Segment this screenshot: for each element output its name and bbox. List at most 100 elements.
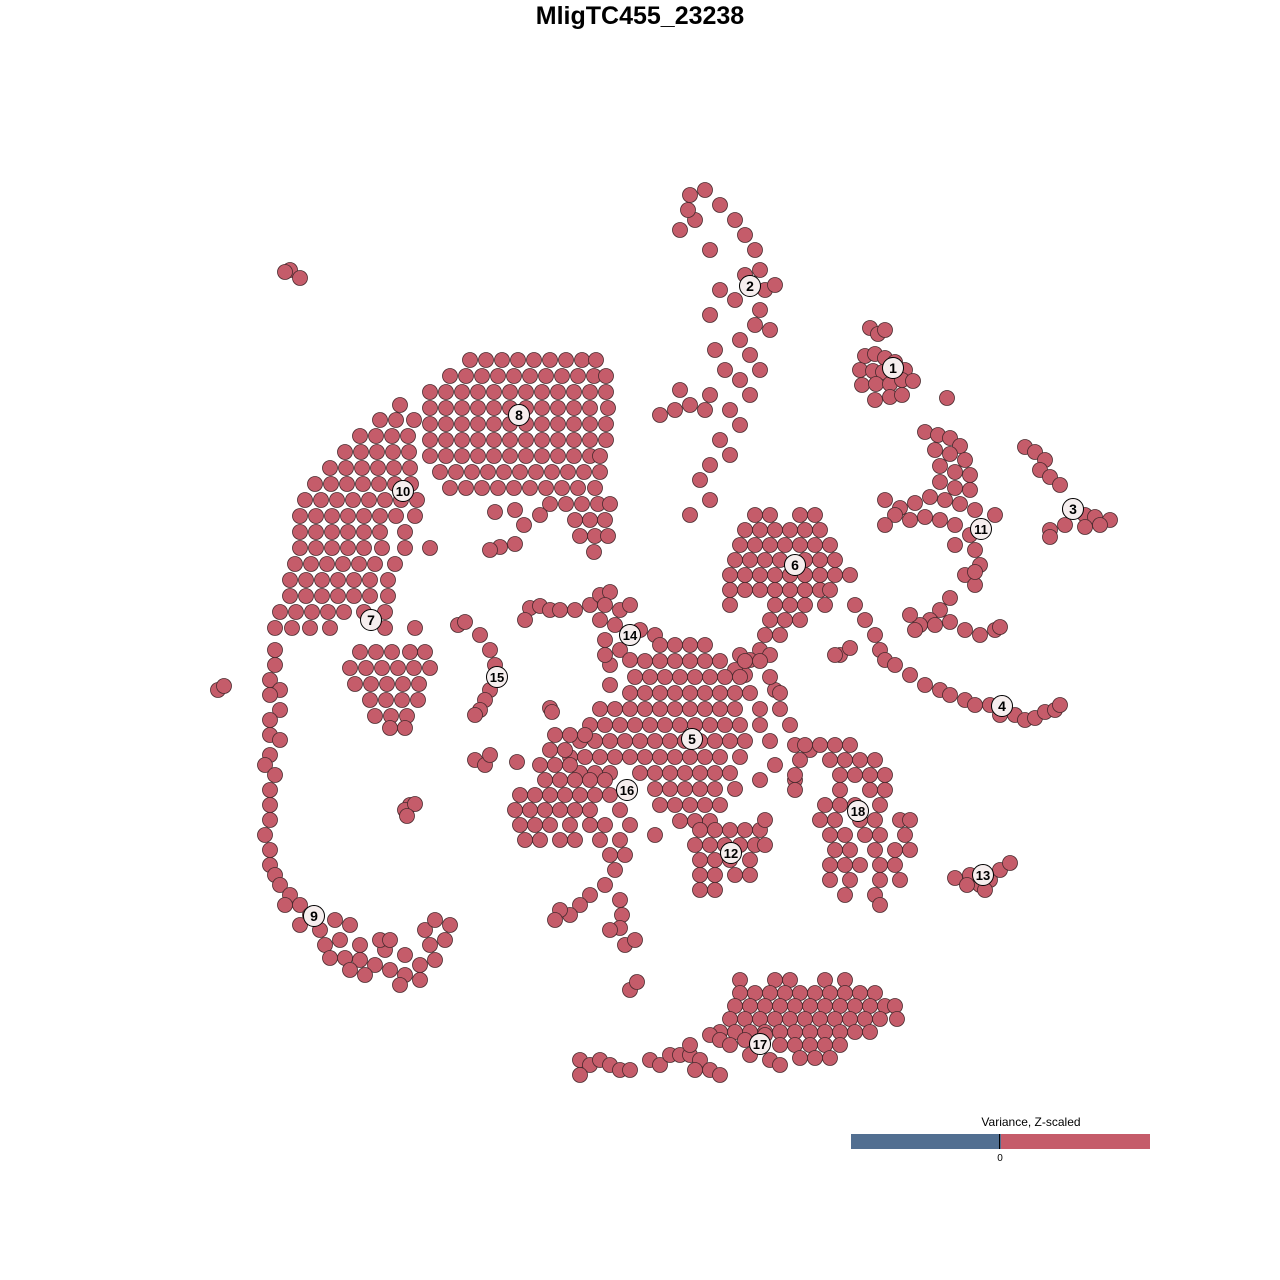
data-point	[257, 827, 273, 843]
data-point	[329, 492, 345, 508]
data-point	[572, 1067, 588, 1083]
data-point	[547, 912, 563, 928]
data-point	[388, 508, 404, 524]
data-point	[402, 644, 418, 660]
data-point	[612, 642, 628, 658]
data-point	[292, 917, 308, 933]
data-point	[567, 602, 583, 618]
data-point	[692, 765, 708, 781]
data-point	[837, 887, 853, 903]
data-point	[490, 368, 506, 384]
data-point	[672, 222, 688, 238]
data-point	[772, 627, 788, 643]
data-point	[622, 701, 638, 717]
data-point	[817, 797, 833, 813]
data-point	[387, 556, 403, 572]
data-point	[652, 701, 668, 717]
data-point	[319, 556, 335, 572]
data-point	[712, 653, 728, 669]
data-point	[574, 496, 590, 512]
data-point	[687, 837, 703, 853]
data-point	[757, 627, 773, 643]
data-point	[554, 368, 570, 384]
data-point	[752, 772, 768, 788]
data-point	[518, 448, 534, 464]
data-point	[742, 387, 758, 403]
data-point	[732, 669, 748, 685]
data-point	[406, 412, 422, 428]
data-point	[496, 464, 512, 480]
data-point	[697, 701, 713, 717]
data-point	[702, 387, 718, 403]
data-point	[942, 590, 958, 606]
data-point	[474, 368, 490, 384]
data-point	[742, 867, 758, 883]
data-point	[767, 567, 783, 583]
data-point	[335, 556, 351, 572]
data-point	[346, 572, 362, 588]
data-point	[322, 620, 338, 636]
data-point	[454, 416, 470, 432]
cluster-label-text: 11	[974, 522, 988, 537]
data-point	[322, 950, 338, 966]
data-point	[392, 397, 408, 413]
data-point	[947, 464, 963, 480]
chart-title: MligTC455_23238	[535, 2, 745, 30]
data-point	[597, 817, 613, 833]
data-point	[937, 492, 953, 508]
data-point	[372, 524, 388, 540]
data-point	[932, 512, 948, 528]
data-point	[358, 660, 374, 676]
data-point	[314, 588, 330, 604]
data-point	[822, 752, 838, 768]
data-point	[454, 448, 470, 464]
data-point	[560, 464, 576, 480]
data-point	[1077, 519, 1093, 535]
data-point	[562, 727, 578, 743]
cluster-label-badge	[360, 609, 382, 631]
data-point	[367, 957, 383, 973]
data-point	[602, 677, 618, 693]
data-point	[817, 597, 833, 613]
data-point	[374, 660, 390, 676]
cluster-label-3: 3	[1062, 498, 1084, 520]
data-point	[722, 765, 738, 781]
data-point	[308, 508, 324, 524]
data-point	[877, 517, 893, 533]
data-point	[942, 614, 958, 630]
data-point	[566, 400, 582, 416]
data-point	[957, 622, 973, 638]
data-point	[372, 412, 388, 428]
data-point	[422, 540, 438, 556]
data-point	[1057, 517, 1073, 533]
data-point	[717, 669, 733, 685]
data-point	[267, 657, 283, 673]
data-point	[480, 464, 496, 480]
data-point	[458, 368, 474, 384]
data-point	[902, 812, 918, 828]
data-point	[597, 597, 613, 613]
data-point	[482, 542, 498, 558]
data-point	[702, 307, 718, 323]
data-point	[697, 797, 713, 813]
data-point	[832, 1037, 848, 1053]
cluster-label-badge	[991, 695, 1013, 717]
data-point	[707, 867, 723, 883]
data-point	[822, 537, 838, 553]
data-point	[517, 612, 533, 628]
data-point	[752, 362, 768, 378]
data-point	[512, 817, 528, 833]
data-point	[947, 870, 963, 886]
data-point	[550, 448, 566, 464]
data-point	[272, 702, 288, 718]
data-point	[422, 400, 438, 416]
data-point	[647, 733, 663, 749]
data-point	[397, 524, 413, 540]
data-point	[827, 647, 843, 663]
data-point	[486, 432, 502, 448]
data-point	[510, 352, 526, 368]
cluster-label-6: 6	[784, 554, 806, 576]
data-point	[867, 812, 883, 828]
data-point	[647, 781, 663, 797]
data-point	[812, 552, 828, 568]
